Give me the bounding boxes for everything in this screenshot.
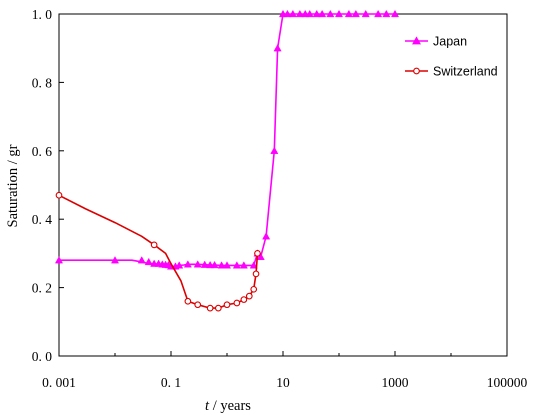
legend-marker (413, 67, 420, 75)
y-tick-label: 1. 0 (32, 7, 53, 22)
japan-point (210, 260, 219, 269)
japan-point (312, 9, 321, 18)
x-axis-title-unit: / years (209, 398, 251, 414)
switzerland-point (240, 296, 248, 303)
japan-point (334, 9, 344, 18)
japan-point (262, 232, 271, 240)
x-axis-title-variable: t (205, 398, 210, 414)
legend-label: Japan (433, 35, 467, 49)
legend-item-japan: Japan (405, 35, 467, 49)
y-axis-title: Saturation / gr (5, 144, 21, 227)
japan-point (374, 9, 383, 18)
japan-point (288, 9, 297, 18)
switzerland-point (245, 292, 253, 300)
japan-point (239, 261, 248, 269)
x-tick-label: 0. 1 (161, 375, 181, 390)
axes-layer: 0. 0 0. 2 0. 4 0. 6 0. 8 1. 0 0. 001 0. 1 10 1000… (32, 7, 528, 390)
japan-point (295, 9, 304, 18)
japan-point (54, 256, 64, 264)
switzerland-point (194, 301, 202, 309)
japan-point (256, 252, 265, 260)
japan-point (270, 146, 279, 154)
x-axis-title: t / years (205, 398, 251, 414)
series-layer (54, 9, 400, 312)
japan-point (183, 260, 192, 268)
japan-point (361, 9, 370, 18)
japan-point (305, 9, 314, 18)
switzerland-point (206, 304, 214, 312)
legend-item-switzerland: Switzerland (405, 65, 498, 79)
y-tick-label: 0. 2 (32, 281, 52, 296)
legend-marker (412, 36, 421, 45)
y-tick-label: 0. 0 (32, 349, 53, 364)
switzerland-line (58, 194, 259, 309)
japan-point (200, 260, 209, 268)
japan-line (59, 13, 395, 268)
japan-point (249, 261, 258, 269)
japan-point (273, 44, 282, 52)
japan-point (217, 261, 226, 269)
japan-point (232, 261, 241, 269)
japan-point (344, 9, 353, 18)
switzerland-point (250, 285, 258, 293)
japan-point (110, 256, 120, 264)
japan-point (318, 9, 327, 18)
x-tick-label: 10 (276, 375, 290, 390)
japan-point (144, 257, 153, 266)
series-japan (54, 9, 400, 270)
series-switzerland (55, 191, 261, 312)
japan-point (222, 261, 232, 269)
japan-point (193, 260, 202, 268)
switzerland-point (214, 304, 222, 312)
legend-layer: Japan Switzerland (405, 35, 498, 79)
x-tick-label: 1000 (382, 375, 409, 390)
japan-point (137, 256, 146, 264)
japan-point (351, 9, 360, 18)
switzerland-point (233, 299, 241, 307)
x-tick-label: 100000 (487, 375, 528, 390)
y-tick-label: 0. 6 (32, 144, 53, 159)
switzerland-point (55, 191, 63, 199)
switzerland-point (254, 250, 261, 257)
switzerland-point (184, 297, 192, 305)
switzerland-point (223, 301, 231, 309)
switzerland-point (252, 270, 260, 278)
y-tick-label: 0. 8 (32, 75, 53, 90)
japan-point (390, 9, 400, 18)
japan-point (382, 9, 391, 18)
y-tick-label: 0. 4 (32, 212, 53, 227)
legend-label: Switzerland (433, 65, 498, 79)
japan-point (175, 261, 184, 269)
x-tick-label: 0. 001 (42, 375, 76, 390)
japan-point (326, 9, 335, 18)
switzerland-point (150, 241, 158, 249)
japan-point (283, 9, 292, 18)
